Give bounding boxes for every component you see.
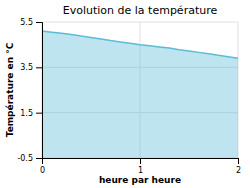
x-tick-label: 1 (138, 166, 143, 175)
x-axis-line (43, 159, 239, 165)
chart: 0 1 2 -0.5 1.5 3.5 5.5 Evolution de la températ… (0, 0, 250, 188)
line (42, 31, 238, 58)
x-tick-label: 0 (40, 166, 45, 175)
area (42, 31, 238, 158)
plot: 0 1 2 -0.5 1.5 3.5 5.5 (17, 18, 241, 175)
y-tick: 3.5 (20, 63, 42, 72)
y-tick-label: -0.5 (17, 154, 33, 163)
y-tick: -0.5 (17, 154, 42, 163)
title: Evolution de la température (63, 4, 218, 17)
y-tick: 1.5 (20, 109, 42, 118)
x-tick: 1 (138, 158, 143, 175)
x-tick: 0 (40, 158, 45, 175)
x-tick-mark (140, 158, 141, 164)
y-tick-label: 1.5 (20, 109, 33, 118)
x-tick: 2 (236, 158, 241, 175)
x-tick-mark (238, 158, 239, 164)
y-axis: -0.5 1.5 3.5 5.5 (17, 18, 42, 163)
y-axis-line (36, 23, 43, 159)
x-axis: 0 1 2 (40, 158, 241, 175)
y-tick-mark (36, 158, 42, 159)
grid (42, 22, 238, 158)
y-tick-label: 5.5 (20, 18, 33, 27)
x-tick-label: 2 (236, 166, 241, 175)
grid-line-y (42, 22, 238, 23)
y-tick-label: 3.5 (20, 63, 33, 72)
y-axis-title: Température en °C (5, 42, 15, 137)
x-axis-title: heure par heure (99, 175, 181, 185)
y-tick: 5.5 (20, 18, 42, 27)
y-tick-mark (36, 67, 42, 68)
y-tick-mark (36, 22, 42, 23)
y-tick-mark (36, 113, 42, 114)
marks (42, 31, 238, 158)
